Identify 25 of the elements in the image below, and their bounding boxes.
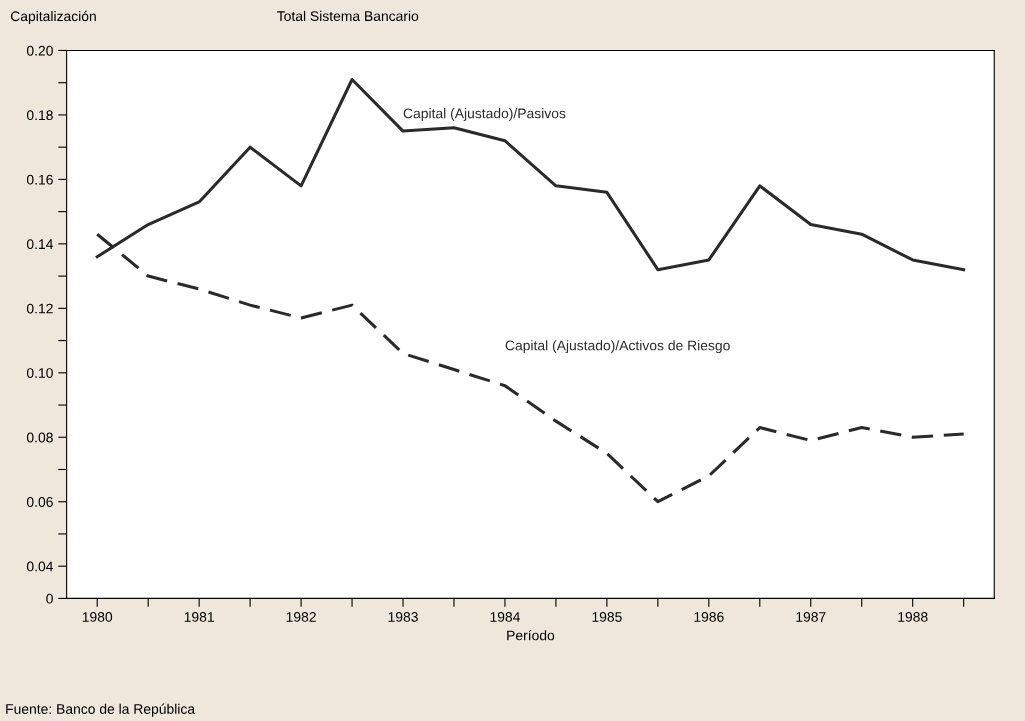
y-tick-label: 0.20 <box>26 45 53 56</box>
x-tick-label: 1984 <box>490 611 520 622</box>
x-tick-label: 1988 <box>898 611 928 622</box>
x-tick-label: 1986 <box>694 611 724 622</box>
x-tick-label: 1981 <box>184 611 214 622</box>
y-axis-title: Capitalización <box>10 10 96 24</box>
y-tick-label: 0.04 <box>26 561 54 572</box>
y-tick-label: 0.18 <box>26 110 53 121</box>
y-tick-label: 0.08 <box>26 432 53 443</box>
y-tick-label: 0.10 <box>26 368 53 378</box>
series-label: Capital (Ajustado)/Pasivos <box>403 108 566 122</box>
text: Capital (Ajustado)/Activos de Riesgo <box>505 340 730 354</box>
x-tick-label: 1982 <box>286 611 316 622</box>
y-tick-label: 0.12 <box>26 303 53 314</box>
y-tick-label: 0.06 <box>26 497 53 507</box>
x-tick-label: 1985 <box>592 611 622 622</box>
y-tick-label: 0 <box>46 593 53 604</box>
x-tick-label: 1987 <box>796 611 826 622</box>
source-note: Fuente: Banco de la República <box>6 703 196 717</box>
y-tick-label: 0.14 <box>26 239 54 250</box>
chart-title: Total Sistema Bancario <box>277 10 419 22</box>
x-axis-title: Período <box>507 629 555 641</box>
x-tick-label: 1980 <box>82 611 113 622</box>
y-tick-label: 0.16 <box>26 174 53 185</box>
x-tick-label: 1983 <box>388 611 418 622</box>
